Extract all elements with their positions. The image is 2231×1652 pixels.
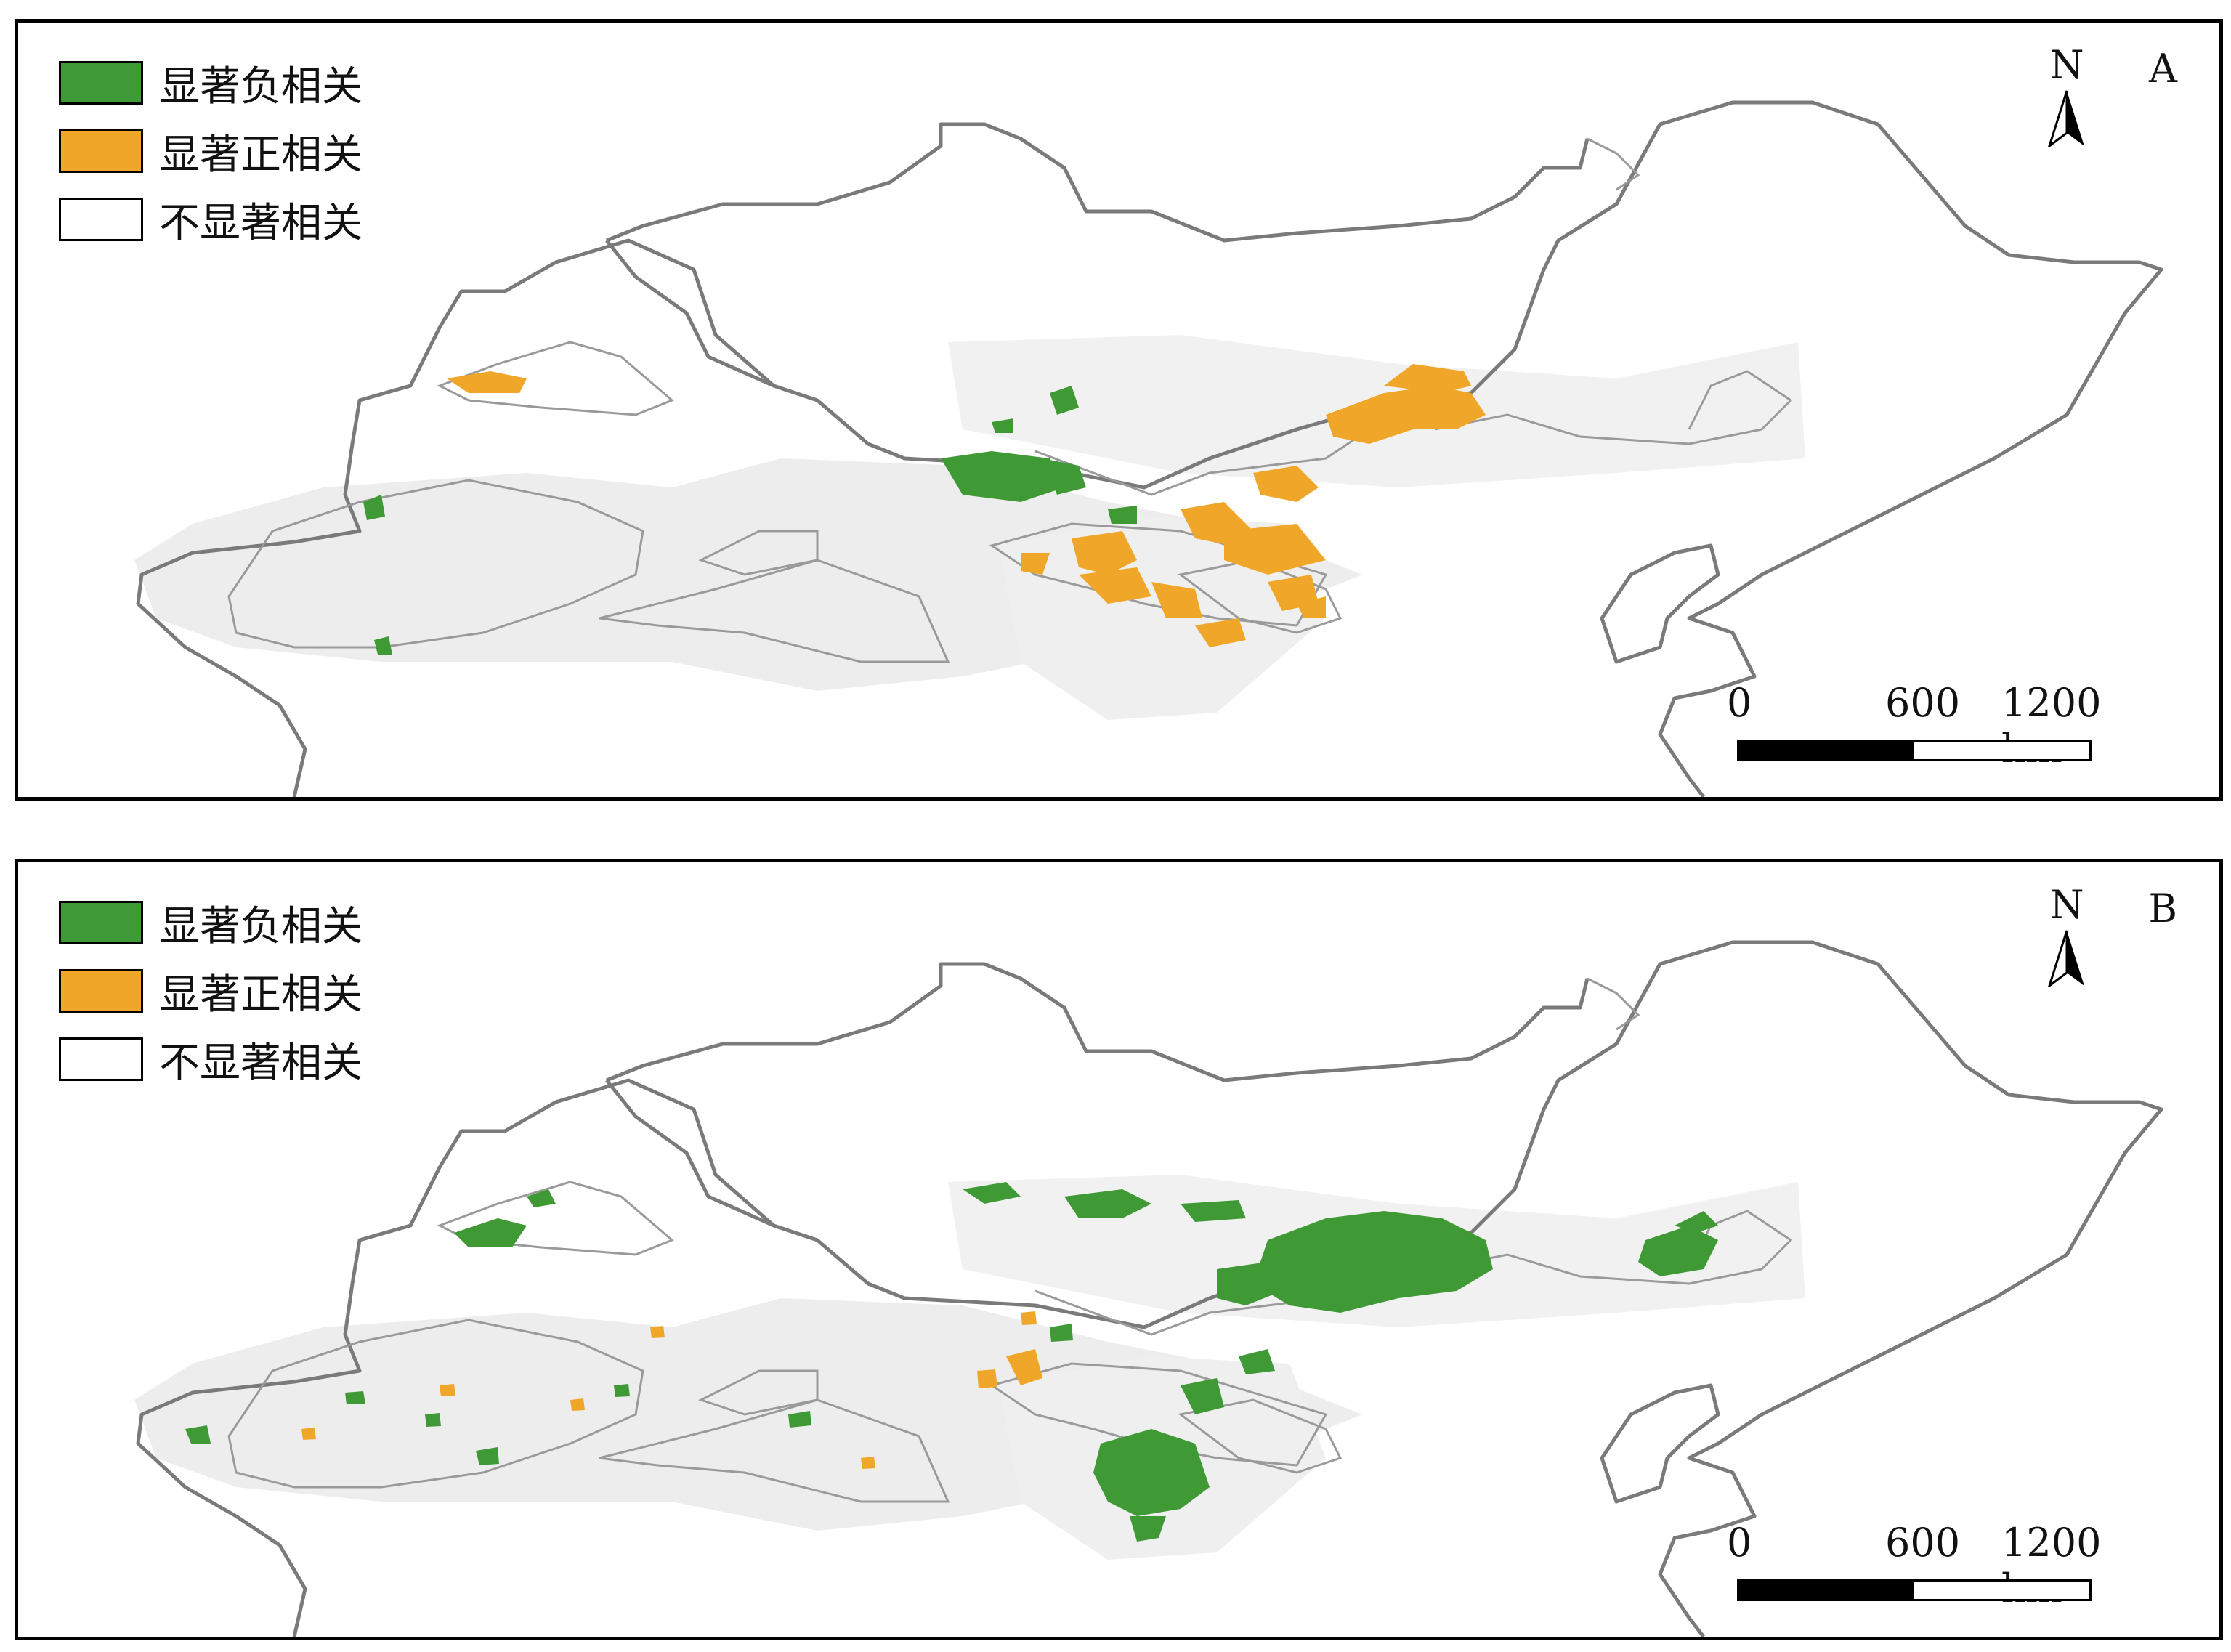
legend-label: 显著负相关 — [159, 62, 363, 110]
map-panel-a: 显著负相关 显著正相关 不显著相关 N A 0 600 1200 km — [15, 19, 2223, 801]
north-arrow-icon — [2047, 90, 2084, 147]
positive-clusters — [301, 1311, 1042, 1469]
legend-item-negative: 显著负相关 — [59, 49, 363, 117]
positive-clusters — [447, 364, 1486, 647]
legend-item-positive: 显著正相关 — [59, 117, 363, 185]
legend-swatch-positive — [59, 129, 143, 173]
map-canvas-b — [134, 940, 2163, 1637]
legend-swatch-not-significant — [59, 1037, 143, 1081]
legend-item-not-significant: 不显著相关 — [59, 185, 363, 254]
scale-tick: 600 — [1885, 1520, 1961, 1566]
north-arrow: N — [2041, 44, 2092, 147]
scale-bar: 0 600 1200 km — [1717, 1520, 2109, 1611]
scale-tick: 0 — [1727, 1520, 1752, 1566]
scale-bar-graphic — [1737, 740, 2092, 761]
scale-bar: 0 600 1200 km — [1717, 680, 2109, 772]
legend: 显著负相关 显著正相关 不显著相关 — [59, 888, 363, 1093]
negative-clusters — [185, 1182, 1718, 1542]
legend-swatch-not-significant — [59, 198, 143, 241]
north-label: N — [2049, 882, 2084, 928]
panel-letter: B — [2148, 886, 2177, 931]
legend-item-negative: 显著负相关 — [59, 888, 363, 957]
legend-swatch-negative — [59, 61, 143, 105]
legend: 显著负相关 显著正相关 不显著相关 — [59, 49, 363, 254]
map-canvas-a — [134, 100, 2163, 797]
legend-label: 显著正相关 — [159, 131, 363, 179]
inner-boundaries — [227, 977, 1793, 1503]
map-panel-b: 显著负相关 显著正相关 不显著相关 N B 0 600 1200 km — [15, 859, 2223, 1640]
legend-label: 不显著相关 — [159, 199, 363, 247]
legend-label: 显著负相关 — [159, 902, 363, 950]
scale-bar-graphic — [1737, 1579, 2092, 1601]
negative-clusters — [363, 386, 1137, 655]
panel-letter: A — [2149, 46, 2177, 92]
scale-tick: 0 — [1727, 680, 1752, 726]
legend-label: 不显著相关 — [159, 1039, 363, 1087]
north-arrow-icon — [2047, 930, 2084, 987]
north-label: N — [2049, 42, 2084, 88]
scale-tick: 600 — [1885, 680, 1961, 726]
legend-label: 显著正相关 — [159, 971, 363, 1019]
region-boundary — [136, 940, 2163, 1637]
north-arrow: N — [2041, 884, 2092, 987]
legend-swatch-positive — [59, 969, 143, 1013]
legend-item-positive: 显著正相关 — [59, 957, 363, 1025]
region-boundary — [136, 100, 2163, 797]
legend-item-not-significant: 不显著相关 — [59, 1025, 363, 1093]
legend-swatch-negative — [59, 901, 143, 944]
